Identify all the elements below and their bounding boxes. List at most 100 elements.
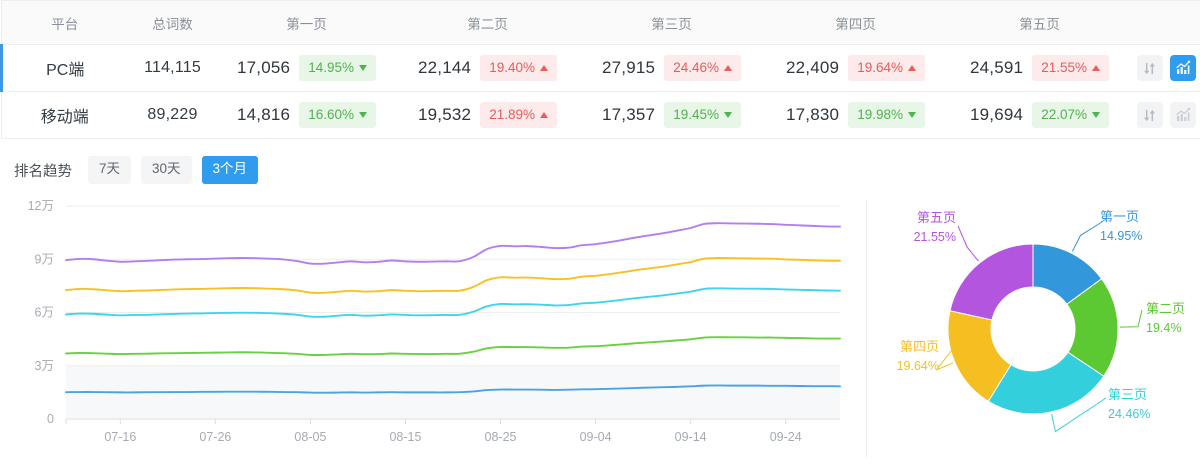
page-percent-badge: 14.95% [299, 55, 376, 81]
cell-page-3: 27,915 24.46% [579, 44, 764, 92]
rank-trend-line-chart[interactable]: 0 3万 6万 9万 12万 07-16 07-26 08-05 08-15 08-25 09-04… [0, 192, 866, 469]
cell-page-5: 19,694 22.07% [947, 91, 1132, 139]
triangle-down-icon [724, 112, 732, 118]
table-header: 平台 总词数 第一页 第二页 第三页 第四页 第五页 [1, 0, 1200, 45]
donut-label-value: 14.95% [1100, 228, 1143, 243]
column-header-actions [1131, 0, 1200, 45]
cell-page-5: 24,591 21.55% [947, 44, 1132, 92]
bar-chart-icon[interactable] [1169, 55, 1196, 81]
page-count: 14,816 [237, 105, 291, 124]
page-count: 22,409 [786, 58, 840, 77]
donut-label-page-4: 第四页 19.64% [875, 338, 939, 375]
page-percent-value: 19.98% [857, 107, 903, 123]
tab-3-months[interactable]: 3个月 [201, 156, 259, 184]
triangle-up-icon [1092, 65, 1100, 71]
tab-30-days[interactable]: 30天 [141, 156, 192, 184]
donut-label-value: 24.46% [1108, 406, 1151, 421]
page-percent-badge: 21.55% [1032, 55, 1109, 81]
donut-label-page-3: 第三页 24.46% [1108, 386, 1150, 423]
donut-label-page-1: 第一页 14.95% [1100, 208, 1142, 245]
donut-label-name: 第三页 [1108, 387, 1148, 402]
sort-updown-icon[interactable] [1136, 102, 1163, 128]
cell-actions [1131, 44, 1200, 92]
triangle-down-icon [359, 65, 367, 71]
page-count: 19,532 [418, 105, 472, 124]
column-header-page-1[interactable]: 第一页 [217, 0, 396, 45]
donut-chart-canvas [935, 221, 1143, 433]
trend-toolbar: 排名趋势 7天 30天 3个月 [0, 148, 1200, 192]
column-header-page-2[interactable]: 第二页 [395, 0, 580, 45]
page-percent-value: 21.89% [489, 107, 535, 123]
table-row[interactable]: 移动端 89,229 14,816 16.60% 19,532 [1, 91, 1200, 139]
charts-area: 0 3万 6万 9万 12万 07-16 07-26 08-05 08-15 08-25 09-04… [0, 192, 1200, 469]
page-percent-value: 24.46% [673, 60, 719, 76]
svg-text:0: 0 [47, 412, 54, 426]
cell-page-4: 17,830 19.98% [763, 91, 948, 139]
page-percent-badge: 19.45% [664, 102, 741, 128]
page-percent-badge: 22.07% [1032, 102, 1109, 128]
panel-divider [866, 200, 867, 458]
donut-label-name: 第二页 [1146, 301, 1186, 316]
donut-label-page-2: 第二页 19.4% [1146, 300, 1185, 337]
page-percent-badge: 19.64% [848, 55, 925, 81]
column-header-page-4[interactable]: 第四页 [763, 0, 948, 45]
cell-total-keywords: 114,115 [127, 44, 218, 92]
cell-platform: 移动端 [1, 91, 128, 139]
page-percent-badge: 16.60% [299, 102, 376, 128]
page-count: 22,144 [418, 58, 472, 77]
svg-text:3万: 3万 [35, 359, 54, 373]
page-percent-value: 19.40% [489, 60, 535, 76]
page-percent-value: 14.95% [308, 60, 354, 76]
column-header-page-3[interactable]: 第三页 [579, 0, 764, 45]
page-count: 17,830 [786, 105, 840, 124]
svg-text:09-24: 09-24 [770, 430, 802, 444]
svg-text:08-25: 08-25 [485, 430, 517, 444]
triangle-down-icon [359, 112, 367, 118]
donut-label-value: 21.55% [913, 229, 956, 244]
page-percent-badge: 24.46% [664, 55, 741, 81]
svg-text:08-05: 08-05 [294, 430, 326, 444]
table-body: PC端 114,115 17,056 14.95% 22,144 [0, 44, 1200, 139]
rank-table: 平台 总词数 第一页 第二页 第三页 第四页 第五页 PC端 114,115 1… [0, 0, 1200, 139]
triangle-up-icon [724, 65, 732, 71]
donut-label-name: 第五页 [916, 210, 956, 225]
cell-page-3: 17,357 19.45% [579, 91, 764, 139]
page-count: 17,056 [237, 58, 291, 77]
page-percent-value: 19.45% [673, 107, 719, 123]
cell-page-1: 17,056 14.95% [217, 44, 396, 92]
page-percent-badge: 21.89% [480, 102, 557, 128]
sort-updown-icon[interactable] [1136, 55, 1163, 81]
page-count: 17,357 [602, 105, 656, 124]
svg-text:12万: 12万 [28, 199, 54, 213]
triangle-down-icon [1092, 112, 1100, 118]
triangle-down-icon [908, 112, 916, 118]
svg-text:9万: 9万 [35, 252, 54, 266]
table-row[interactable]: PC端 114,115 17,056 14.95% 22,144 [0, 44, 1200, 92]
column-header-page-5[interactable]: 第五页 [947, 0, 1132, 45]
page-percent-value: 16.60% [308, 107, 354, 123]
tab-7-days[interactable]: 7天 [88, 156, 132, 184]
cell-page-2: 22,144 19.40% [395, 44, 580, 92]
svg-text:08-15: 08-15 [389, 430, 421, 444]
triangle-up-icon [540, 112, 548, 118]
svg-text:07-16: 07-16 [104, 430, 136, 444]
page-percent-value: 21.55% [1041, 60, 1087, 76]
cell-page-4: 22,409 19.64% [763, 44, 948, 92]
trend-section-title: 排名趋势 [14, 163, 72, 180]
column-header-platform: 平台 [1, 0, 128, 45]
column-header-total: 总词数 [127, 0, 218, 45]
page-percent-value: 22.07% [1041, 107, 1087, 123]
page-count: 27,915 [602, 58, 656, 77]
page-percent-badge: 19.40% [480, 55, 557, 81]
page-distribution-donut-chart[interactable]: 第一页 14.95% 第二页 19.4% 第三页 24.46% 第四页 19.6… [866, 192, 1200, 469]
svg-text:09-04: 09-04 [580, 430, 612, 444]
cell-platform: PC端 [0, 44, 128, 92]
page-percent-value: 19.64% [857, 60, 903, 76]
svg-text:09-14: 09-14 [675, 430, 707, 444]
page-percent-badge: 19.98% [848, 102, 925, 128]
svg-text:07-26: 07-26 [199, 430, 231, 444]
donut-label-name: 第四页 [899, 339, 939, 354]
bar-chart-icon[interactable] [1169, 102, 1196, 128]
triangle-up-icon [908, 65, 916, 71]
line-chart-canvas: 0 3万 6万 9万 12万 07-16 07-26 08-05 08-15 08-25 09-04… [28, 199, 841, 444]
